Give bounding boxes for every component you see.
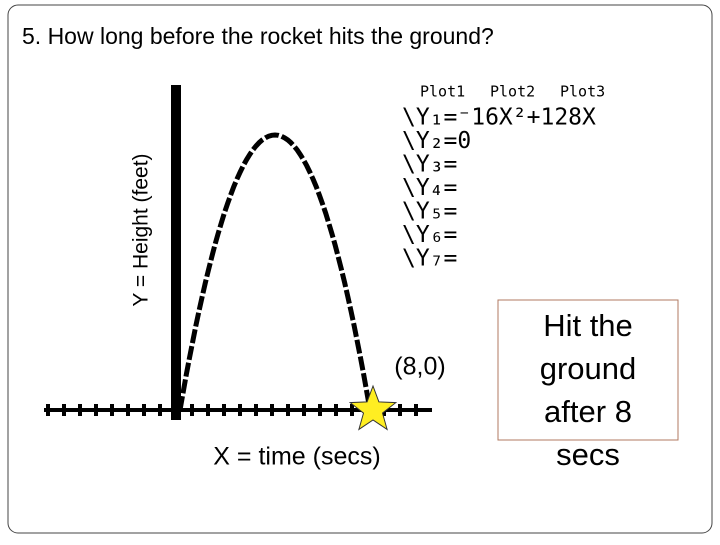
plot-label: Plot1: [420, 83, 465, 101]
equation-row: \Y₇=: [402, 246, 457, 272]
calculator-screen: Plot1 Plot2 Plot3\Y₁=⁻16X²+128X\Y₂=0\Y₃=\Y…: [402, 83, 605, 272]
callout-line: Hit the: [543, 308, 633, 343]
title: 5. How long before the rocket hits the g…: [22, 23, 494, 49]
callout-box: [497, 299, 679, 441]
y-axis-label: Y = Height (feet): [130, 153, 153, 306]
star-point: [348, 384, 398, 431]
plot-label: Plot2: [490, 83, 535, 101]
parabola: [177, 132, 373, 411]
plot-label: Plot3: [560, 83, 605, 101]
equation-row: \Y₁=⁻16X²+128X: [402, 105, 596, 131]
callout-line: ground: [540, 351, 637, 386]
equation-row: \Y₂=0: [402, 128, 471, 154]
equation-row: \Y₄=: [402, 175, 457, 201]
equation-row: \Y₆=: [402, 222, 457, 248]
callout-line: after 8: [544, 394, 632, 429]
callout-line: secs: [556, 437, 620, 472]
equation-row: \Y₃=: [402, 152, 457, 178]
callout: Hit the ground after 8 secs: [540, 308, 637, 472]
slide-border: [7, 4, 713, 534]
equation-row: \Y₅=: [402, 199, 457, 225]
point-label: (8,0): [394, 353, 445, 381]
x-axis-label: X = time (secs): [213, 443, 380, 471]
